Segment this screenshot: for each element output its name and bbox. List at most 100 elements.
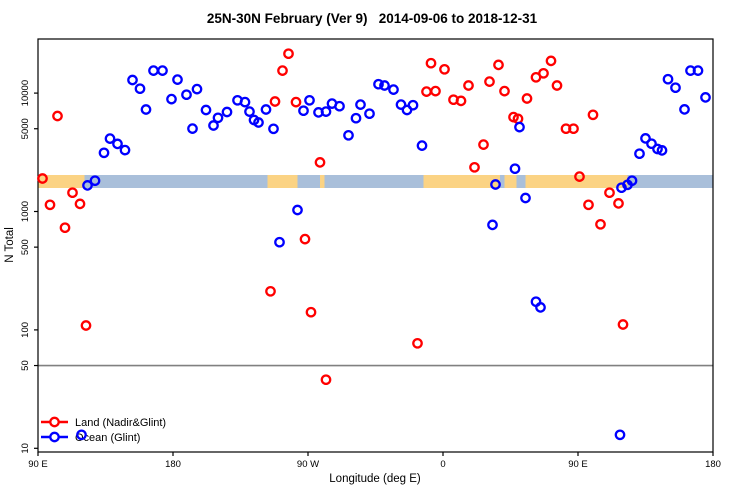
ocean-data-point	[172, 74, 183, 85]
y-tick-label: 500	[20, 239, 31, 255]
y-axis-title: N Total	[4, 227, 16, 263]
land-data-point	[595, 218, 606, 230]
ocean-data-point	[364, 108, 375, 120]
ocean-data-point	[646, 138, 657, 150]
ocean-data-point	[350, 112, 362, 124]
land-data-point	[305, 306, 317, 318]
x-tick-label: 180	[165, 459, 181, 470]
land-data-point	[617, 319, 629, 330]
land-data-point	[299, 233, 311, 245]
ocean-data-point	[212, 112, 224, 124]
chart-title: 25N-30N February (Ver 9) 2014-09-06 to 2…	[207, 11, 538, 26]
land-data-point	[265, 285, 276, 297]
ocean-data-point	[260, 104, 272, 115]
band-land-segment	[423, 175, 500, 188]
plot-box-layer	[37, 38, 714, 453]
land-data-point	[74, 198, 86, 210]
land-data-point	[44, 199, 56, 211]
y-tick-label: 1000	[20, 201, 31, 222]
x-tick-label: 90 E	[28, 459, 48, 470]
ocean-data-point	[662, 73, 674, 85]
ocean-data-point	[89, 175, 101, 187]
x-axis-title: Longitude (deg E)	[329, 473, 421, 485]
band-land-segment	[504, 175, 517, 188]
ocean-data-point	[679, 104, 690, 115]
ocean-data-point	[487, 219, 498, 231]
land-data-point	[52, 110, 63, 122]
land-data-point	[67, 187, 78, 199]
ocean-data-point	[119, 144, 131, 156]
land-data-point	[320, 374, 332, 386]
ocean-data-point	[140, 104, 152, 115]
plot-box	[37, 38, 714, 453]
ocean-data-point	[692, 65, 704, 76]
ocean-data-point	[388, 84, 399, 95]
ocean-data-point	[395, 99, 407, 110]
ocean-data-point	[104, 133, 116, 144]
land-data-point	[314, 157, 326, 168]
land-data-point	[425, 57, 437, 69]
ocean-data-point	[166, 93, 177, 105]
land-data-point	[574, 171, 585, 182]
land-data-point	[604, 187, 615, 199]
land-data-point	[587, 109, 599, 121]
ocean-data-point	[373, 78, 384, 90]
ocean-data-point	[268, 123, 279, 135]
land-data-point	[283, 48, 294, 60]
ocean-data-point	[634, 148, 645, 160]
ocean-data-point	[514, 121, 525, 133]
ocean-data-point	[200, 104, 212, 116]
y-tick-label: 100	[20, 322, 31, 338]
land-data-point	[499, 85, 510, 97]
land-data-point	[613, 198, 624, 209]
ocean-data-point	[187, 123, 198, 134]
land-data-point	[583, 199, 594, 211]
ocean-data-point	[670, 82, 681, 94]
land-data-point	[277, 65, 288, 76]
ocean-data-point	[334, 100, 345, 112]
land-data-point	[80, 320, 92, 331]
data-points-layer	[37, 48, 711, 441]
band-land-segment	[38, 175, 85, 188]
ocean-data-point	[614, 429, 626, 441]
ocean-data-point	[320, 106, 332, 117]
band-land-segment	[525, 175, 628, 188]
land-data-point	[290, 96, 302, 108]
y-tick-label: 50	[20, 360, 31, 371]
ocean-data-point	[304, 94, 315, 106]
land-data-point	[538, 67, 549, 79]
ocean-data-point	[535, 302, 546, 313]
band-land-segment	[320, 175, 325, 188]
ocean-data-point	[656, 145, 668, 156]
land-data-point	[463, 80, 474, 91]
x-tick-label: 0	[440, 459, 445, 470]
legend-item-ocean: Ocean (Glint)	[41, 431, 140, 444]
ocean-data-point	[148, 65, 159, 76]
ocean-data-point	[355, 99, 366, 110]
legend-land-label: Land (Nadir&Glint)	[75, 417, 166, 429]
ocean-data-point	[253, 117, 264, 128]
land-data-point	[439, 63, 450, 75]
ocean-data-point	[292, 204, 303, 216]
legend-ocean-label: Ocean (Glint)	[75, 432, 140, 444]
ocean-data-point	[416, 140, 428, 151]
x-tick-label: 180	[705, 459, 721, 470]
land-data-point	[484, 76, 495, 87]
legend-ocean-circle-icon	[49, 431, 60, 443]
ocean-data-point	[239, 96, 251, 108]
y-tick-label: 10	[20, 443, 31, 454]
ocean-data-point	[134, 83, 146, 95]
land-data-point	[568, 123, 579, 135]
legend: Land (Nadir&Glint) Ocean (Glint)	[41, 416, 166, 444]
ocean-data-point	[127, 74, 138, 86]
ocean-data-point	[98, 147, 110, 159]
ocean-data-point	[640, 133, 651, 144]
land-data-point	[37, 173, 48, 184]
ocean-data-point	[157, 65, 168, 76]
land-data-point	[59, 222, 71, 234]
axis-ticks-layer: 90 E 180 90 W 0 90 E 180 10 50 100 500 1000 5000 100…	[20, 80, 721, 470]
land-data-point	[521, 93, 533, 104]
ocean-data-point	[298, 105, 309, 117]
x-tick-label: 90 W	[297, 459, 319, 470]
